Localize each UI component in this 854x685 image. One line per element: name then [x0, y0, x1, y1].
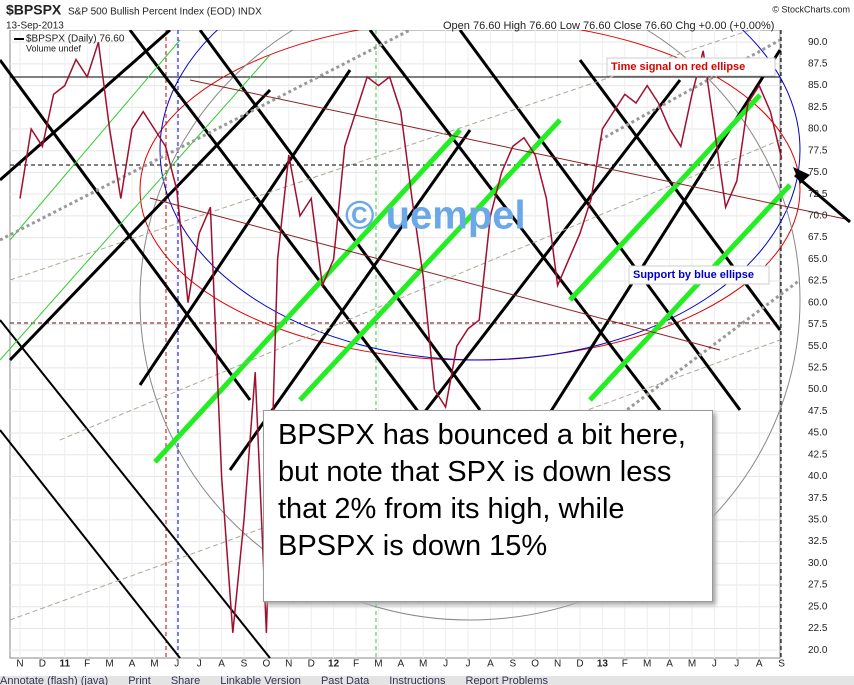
title: $BPSPX — [6, 2, 62, 18]
x-tick-label: N — [16, 659, 23, 670]
x-tick-label: A — [666, 659, 673, 670]
annotation: Time signal on red ellipse — [611, 61, 745, 73]
y-tick-label: 62.5 — [808, 276, 828, 287]
x-tick-label: A — [487, 659, 494, 670]
y-tick-label: 67.5 — [808, 232, 828, 243]
y-tick-label: 75.0 — [808, 167, 828, 178]
toolbar-link[interactable]: Annotate (flash) (java) — [0, 676, 109, 685]
x-tick-label: N — [554, 659, 561, 670]
y-tick-label: 25.0 — [808, 601, 828, 612]
y-tick-label: 90.0 — [808, 37, 828, 48]
subtitle: S&P 500 Bullish Percent Index (EOD) INDX — [68, 7, 262, 18]
y-tick-label: 22.5 — [808, 623, 828, 634]
y-tick-label: 27.5 — [808, 580, 828, 591]
watermark: © uempel — [345, 194, 526, 238]
y-tick-label: 52.5 — [808, 363, 828, 374]
x-tick-label: S — [241, 659, 248, 670]
x-tick-label: O — [531, 659, 539, 670]
y-tick-label: 20.0 — [808, 645, 828, 656]
quote: Open 76.60 High 76.60 Low 76.60 Close 76… — [443, 20, 774, 32]
toolbar-link[interactable]: Print — [128, 676, 151, 685]
x-tick-label: M — [105, 659, 113, 670]
y-tick-label: 55.0 — [808, 341, 828, 352]
y-tick-label: 77.5 — [808, 145, 828, 156]
y-tick-label: 47.5 — [808, 406, 828, 417]
x-tick-label: M — [688, 659, 696, 670]
x-tick-label: 11 — [60, 659, 71, 670]
x-tick-label: M — [374, 659, 382, 670]
x-tick-label: A — [129, 659, 136, 670]
x-tick-label: A — [218, 659, 225, 670]
y-tick-label: 65.0 — [808, 254, 828, 265]
x-tick-label: D — [39, 659, 46, 670]
y-tick-label: 35.0 — [808, 515, 828, 526]
x-tick-label: F — [353, 659, 359, 670]
x-tick-label: O — [263, 659, 271, 670]
legend-label: $BPSPX (Daily) 76.60 — [26, 34, 125, 45]
y-tick-label: 60.0 — [808, 297, 828, 308]
y-tick-label: 57.5 — [808, 319, 828, 330]
date: 13-Sep-2013 — [6, 21, 64, 32]
y-tick-label: 42.5 — [808, 449, 828, 460]
x-tick-label: M — [643, 659, 651, 670]
toolbar-link[interactable]: Linkable Version — [220, 676, 301, 685]
toolbar: Annotate (flash) (java) Print Share Linkabl… — [0, 676, 854, 685]
y-tick-label: 85.0 — [808, 80, 828, 91]
callout: BPSPX has bounced a bit here, but note t… — [263, 410, 713, 602]
x-tick-label: F — [84, 659, 90, 670]
volume-note: Volume undef — [26, 43, 82, 53]
x-tick-label: D — [308, 659, 315, 670]
series-line — [19, 41, 783, 633]
toolbar-link[interactable]: Share — [170, 676, 201, 685]
x-tick-label: 13 — [597, 659, 609, 670]
x-tick-label: D — [576, 659, 583, 670]
x-tick-label: A — [397, 659, 404, 670]
x-tick-label: 12 — [328, 659, 340, 670]
x-tick-label: J — [734, 659, 739, 670]
toolbar-link[interactable]: Past Data — [320, 676, 370, 685]
source: © StockCharts.com — [772, 4, 850, 14]
x-tick-label: N — [285, 659, 292, 670]
y-tick-label: 80.0 — [808, 124, 828, 135]
y-tick-label: 32.5 — [808, 536, 828, 547]
y-tick-label: 50.0 — [808, 384, 828, 395]
x-tick-label: J — [197, 659, 202, 670]
x-tick-label: M — [419, 659, 427, 670]
x-tick-label: A — [756, 659, 763, 670]
x-tick-label: S — [509, 659, 516, 670]
y-tick-label: 72.5 — [808, 189, 828, 200]
y-tick-label: 87.5 — [808, 59, 828, 70]
x-tick-label: J — [712, 659, 717, 670]
x-tick-label: S — [778, 659, 785, 670]
x-tick-label: M — [150, 659, 158, 670]
y-tick-label: 40.0 — [808, 471, 828, 482]
annotation-box — [628, 265, 770, 285]
y-tick-label: 45.0 — [808, 428, 828, 439]
x-tick-label: J — [174, 659, 179, 670]
y-tick-label: 30.0 — [808, 558, 828, 569]
x-tick-label: J — [466, 659, 471, 670]
y-tick-label: 37.5 — [808, 493, 828, 504]
annotation: Support by blue ellipse — [633, 269, 754, 281]
toolbar-link[interactable]: Instructions — [389, 676, 446, 685]
x-tick-label: J — [443, 659, 448, 670]
x-tick-label: F — [622, 659, 628, 670]
annotation-box — [606, 57, 776, 77]
y-tick-label: 82.5 — [808, 102, 828, 113]
toolbar-link[interactable]: Report Problems — [465, 676, 549, 685]
header-bg — [0, 0, 854, 30]
y-tick-label: 70.0 — [808, 211, 828, 222]
